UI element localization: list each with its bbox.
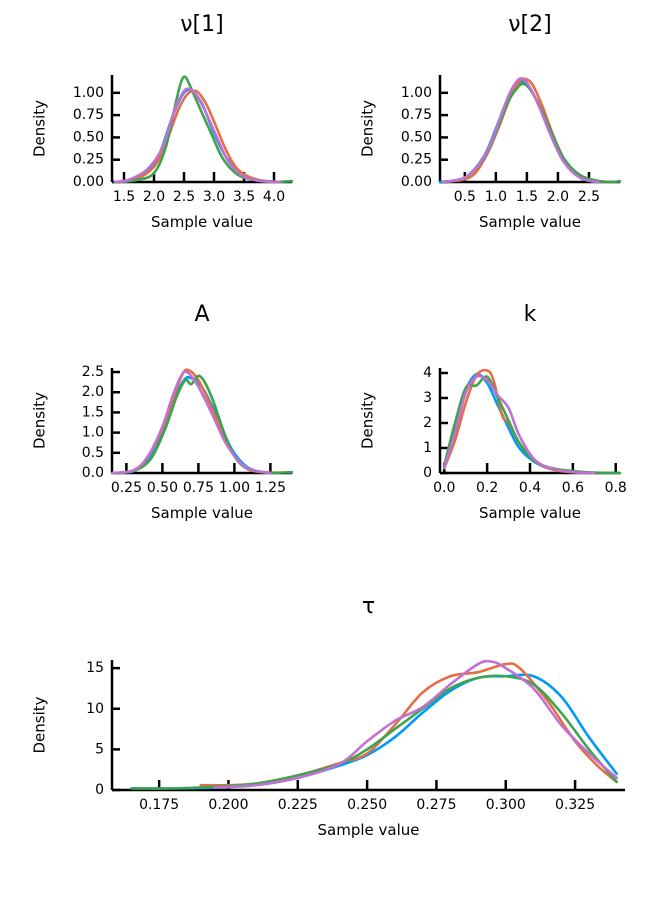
- y-tick-label: 1.5: [82, 404, 104, 420]
- density-line-chain-4: [441, 77, 600, 184]
- density-line-chain-4: [110, 370, 272, 475]
- x-tick-label: 0.200: [208, 797, 248, 813]
- y-tick-label: 1.00: [401, 85, 432, 101]
- density-line-chain-4: [113, 87, 282, 184]
- x-tick-label: 0.4: [519, 480, 541, 496]
- x-tick-label: 3.5: [233, 189, 255, 205]
- x-tick-label: 2.0: [547, 189, 569, 205]
- x-tick-label: 0.300: [486, 797, 526, 813]
- density-line-chain-2: [116, 89, 282, 184]
- y-tick-label: 0.50: [401, 129, 432, 145]
- y-tick-label: 1.0: [82, 425, 104, 441]
- y-tick-label: 3: [423, 390, 432, 406]
- x-tick-label: 2.5: [578, 189, 600, 205]
- y-tick-label: 2.5: [82, 364, 104, 380]
- y-tick-label: 5: [95, 741, 104, 757]
- x-tick-label: 0.8: [605, 480, 627, 496]
- y-tick-label: 4: [423, 365, 432, 381]
- x-tick-label: 0.75: [183, 480, 214, 496]
- density-line-chain-3: [113, 75, 294, 184]
- x-tick-label: 0.175: [139, 797, 179, 813]
- x-tick-label: 0.325: [555, 797, 595, 813]
- y-tick-label: 0: [423, 465, 432, 481]
- density-line-chain-2: [444, 77, 603, 184]
- y-tick-label: 15: [86, 660, 104, 676]
- y-tick-label: 10: [86, 701, 104, 717]
- y-tick-label: 0.0: [82, 465, 104, 481]
- y-tick-label: 0.50: [73, 129, 104, 145]
- x-tick-label: 1.5: [113, 189, 135, 205]
- density-line-chain-1: [110, 375, 272, 475]
- panel-title: A: [194, 302, 209, 327]
- x-tick-label: 0.5: [454, 189, 476, 205]
- y-tick-label: 2.0: [82, 384, 104, 400]
- x-tick-label: 1.0: [485, 189, 507, 205]
- panel-title: k: [524, 302, 537, 327]
- panel-title: ν[2]: [508, 12, 551, 37]
- density-line-chain-3: [110, 374, 294, 475]
- x-tick-label: 2.0: [143, 189, 165, 205]
- x-tick-label: 2.5: [173, 189, 195, 205]
- y-tick-label: 0: [95, 782, 104, 798]
- density-panel-1: ν[1] 1.5 2.0 2.5 3.0 3.5 4.0 0.00 0.25 0.50 0.75 1.…: [31, 12, 294, 231]
- density-line-chain-1: [113, 88, 276, 184]
- y-tick-label: 0.75: [73, 107, 104, 123]
- panel-title: ν[1]: [180, 12, 223, 37]
- density-line-chain-4: [213, 659, 618, 789]
- x-tick-label: 0.50: [147, 480, 178, 496]
- y-tick-label: 1: [423, 440, 432, 456]
- panel-title: τ: [362, 594, 375, 619]
- x-axis-label: Sample value: [318, 821, 420, 839]
- density-panel-2: ν[2] 0.5 1.0 1.5 2.0 2.5 0.00 0.25 0.50 0.75 1.00 S…: [359, 12, 622, 231]
- density-panel-3: A 0.25 0.50 0.75 1.00 1.25 0.0 0.5 1.0 1.5 2.0 2.5 S…: [31, 302, 294, 522]
- x-tick-label: 0.25: [111, 480, 142, 496]
- x-tick-label: 0.6: [562, 480, 584, 496]
- x-axis-label: Sample value: [151, 213, 253, 231]
- x-tick-label: 0.275: [416, 797, 456, 813]
- y-axis-label: Density: [359, 100, 377, 157]
- x-tick-label: 1.5: [516, 189, 538, 205]
- density-panel-4: k 0.0 0.2 0.4 0.6 0.8 0 1 2 3 4 Sample value Density: [359, 302, 627, 522]
- y-axis-label: Density: [31, 696, 49, 753]
- y-axis-label: Density: [31, 392, 49, 449]
- x-axis-label: Sample value: [151, 504, 253, 522]
- y-tick-label: 0.5: [82, 445, 104, 461]
- density-line-chain-3: [441, 82, 622, 184]
- y-tick-label: 0.25: [73, 152, 104, 168]
- x-tick-label: 0.225: [278, 797, 318, 813]
- density-line-chain-3: [130, 674, 618, 790]
- y-tick-label: 0.00: [73, 174, 104, 190]
- x-tick-label: 4.0: [263, 189, 285, 205]
- x-tick-label: 1.25: [255, 480, 286, 496]
- x-axis-label: Sample value: [479, 504, 581, 522]
- density-line-chain-4: [442, 374, 596, 475]
- y-axis-label: Density: [359, 392, 377, 449]
- x-tick-label: 0.0: [433, 480, 455, 496]
- x-axis-label: Sample value: [479, 213, 581, 231]
- y-tick-label: 2: [423, 415, 432, 431]
- y-tick-label: 0.25: [401, 152, 432, 168]
- x-tick-label: 0.2: [476, 480, 498, 496]
- density-panel-5: τ 0.175 0.200 0.225 0.250 0.275 0.300 0.325 0 5 10…: [31, 594, 625, 839]
- y-tick-label: 0.00: [401, 174, 432, 190]
- x-tick-label: 3.0: [203, 189, 225, 205]
- x-tick-label: 0.250: [347, 797, 387, 813]
- y-axis-label: Density: [31, 100, 49, 157]
- y-tick-label: 0.75: [401, 107, 432, 123]
- y-tick-label: 1.00: [73, 85, 104, 101]
- x-tick-label: 1.00: [219, 480, 250, 496]
